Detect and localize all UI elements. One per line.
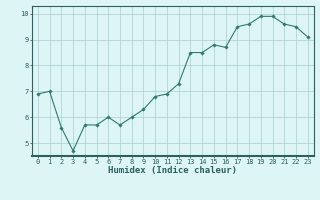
X-axis label: Humidex (Indice chaleur): Humidex (Indice chaleur): [108, 166, 237, 175]
